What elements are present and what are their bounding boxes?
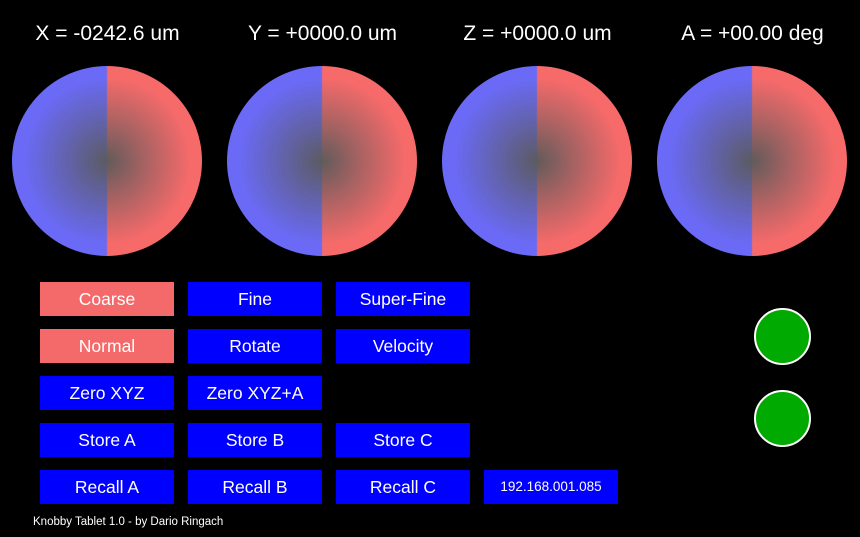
store-b-button[interactable]: Store B bbox=[188, 423, 322, 457]
recall-c-button[interactable]: Recall C bbox=[336, 470, 470, 504]
footer-credit: Knobby Tablet 1.0 - by Dario Ringach bbox=[33, 516, 224, 528]
store-a-button[interactable]: Store A bbox=[40, 423, 174, 457]
y-knob[interactable] bbox=[227, 66, 417, 256]
status-indicator-2 bbox=[754, 390, 811, 447]
x-knob[interactable] bbox=[12, 66, 202, 256]
fine-button[interactable]: Fine bbox=[188, 282, 322, 316]
rotate-button[interactable]: Rotate bbox=[188, 329, 322, 363]
coarse-button[interactable]: Coarse bbox=[40, 282, 174, 316]
zero-xyz-button[interactable]: Zero XYZ bbox=[40, 376, 174, 410]
recall-a-button[interactable]: Recall A bbox=[40, 470, 174, 504]
normal-button[interactable]: Normal bbox=[40, 329, 174, 363]
velocity-button[interactable]: Velocity bbox=[336, 329, 470, 363]
a-knob[interactable] bbox=[657, 66, 847, 256]
store-c-button[interactable]: Store C bbox=[336, 423, 470, 457]
a-readout: A = +00.00 deg bbox=[681, 22, 824, 45]
z-knob[interactable] bbox=[442, 66, 632, 256]
y-readout: Y = +0000.0 um bbox=[247, 22, 398, 45]
zero-xyza-button[interactable]: Zero XYZ+A bbox=[188, 376, 322, 410]
recall-b-button[interactable]: Recall B bbox=[188, 470, 322, 504]
z-readout: Z = +0000.0 um bbox=[463, 22, 612, 45]
x-readout: X = -0242.6 um bbox=[35, 22, 180, 45]
ip-address-button[interactable]: 192.168.001.085 bbox=[484, 470, 618, 504]
super-fine-button[interactable]: Super-Fine bbox=[336, 282, 470, 316]
status-indicator-1 bbox=[754, 308, 811, 365]
